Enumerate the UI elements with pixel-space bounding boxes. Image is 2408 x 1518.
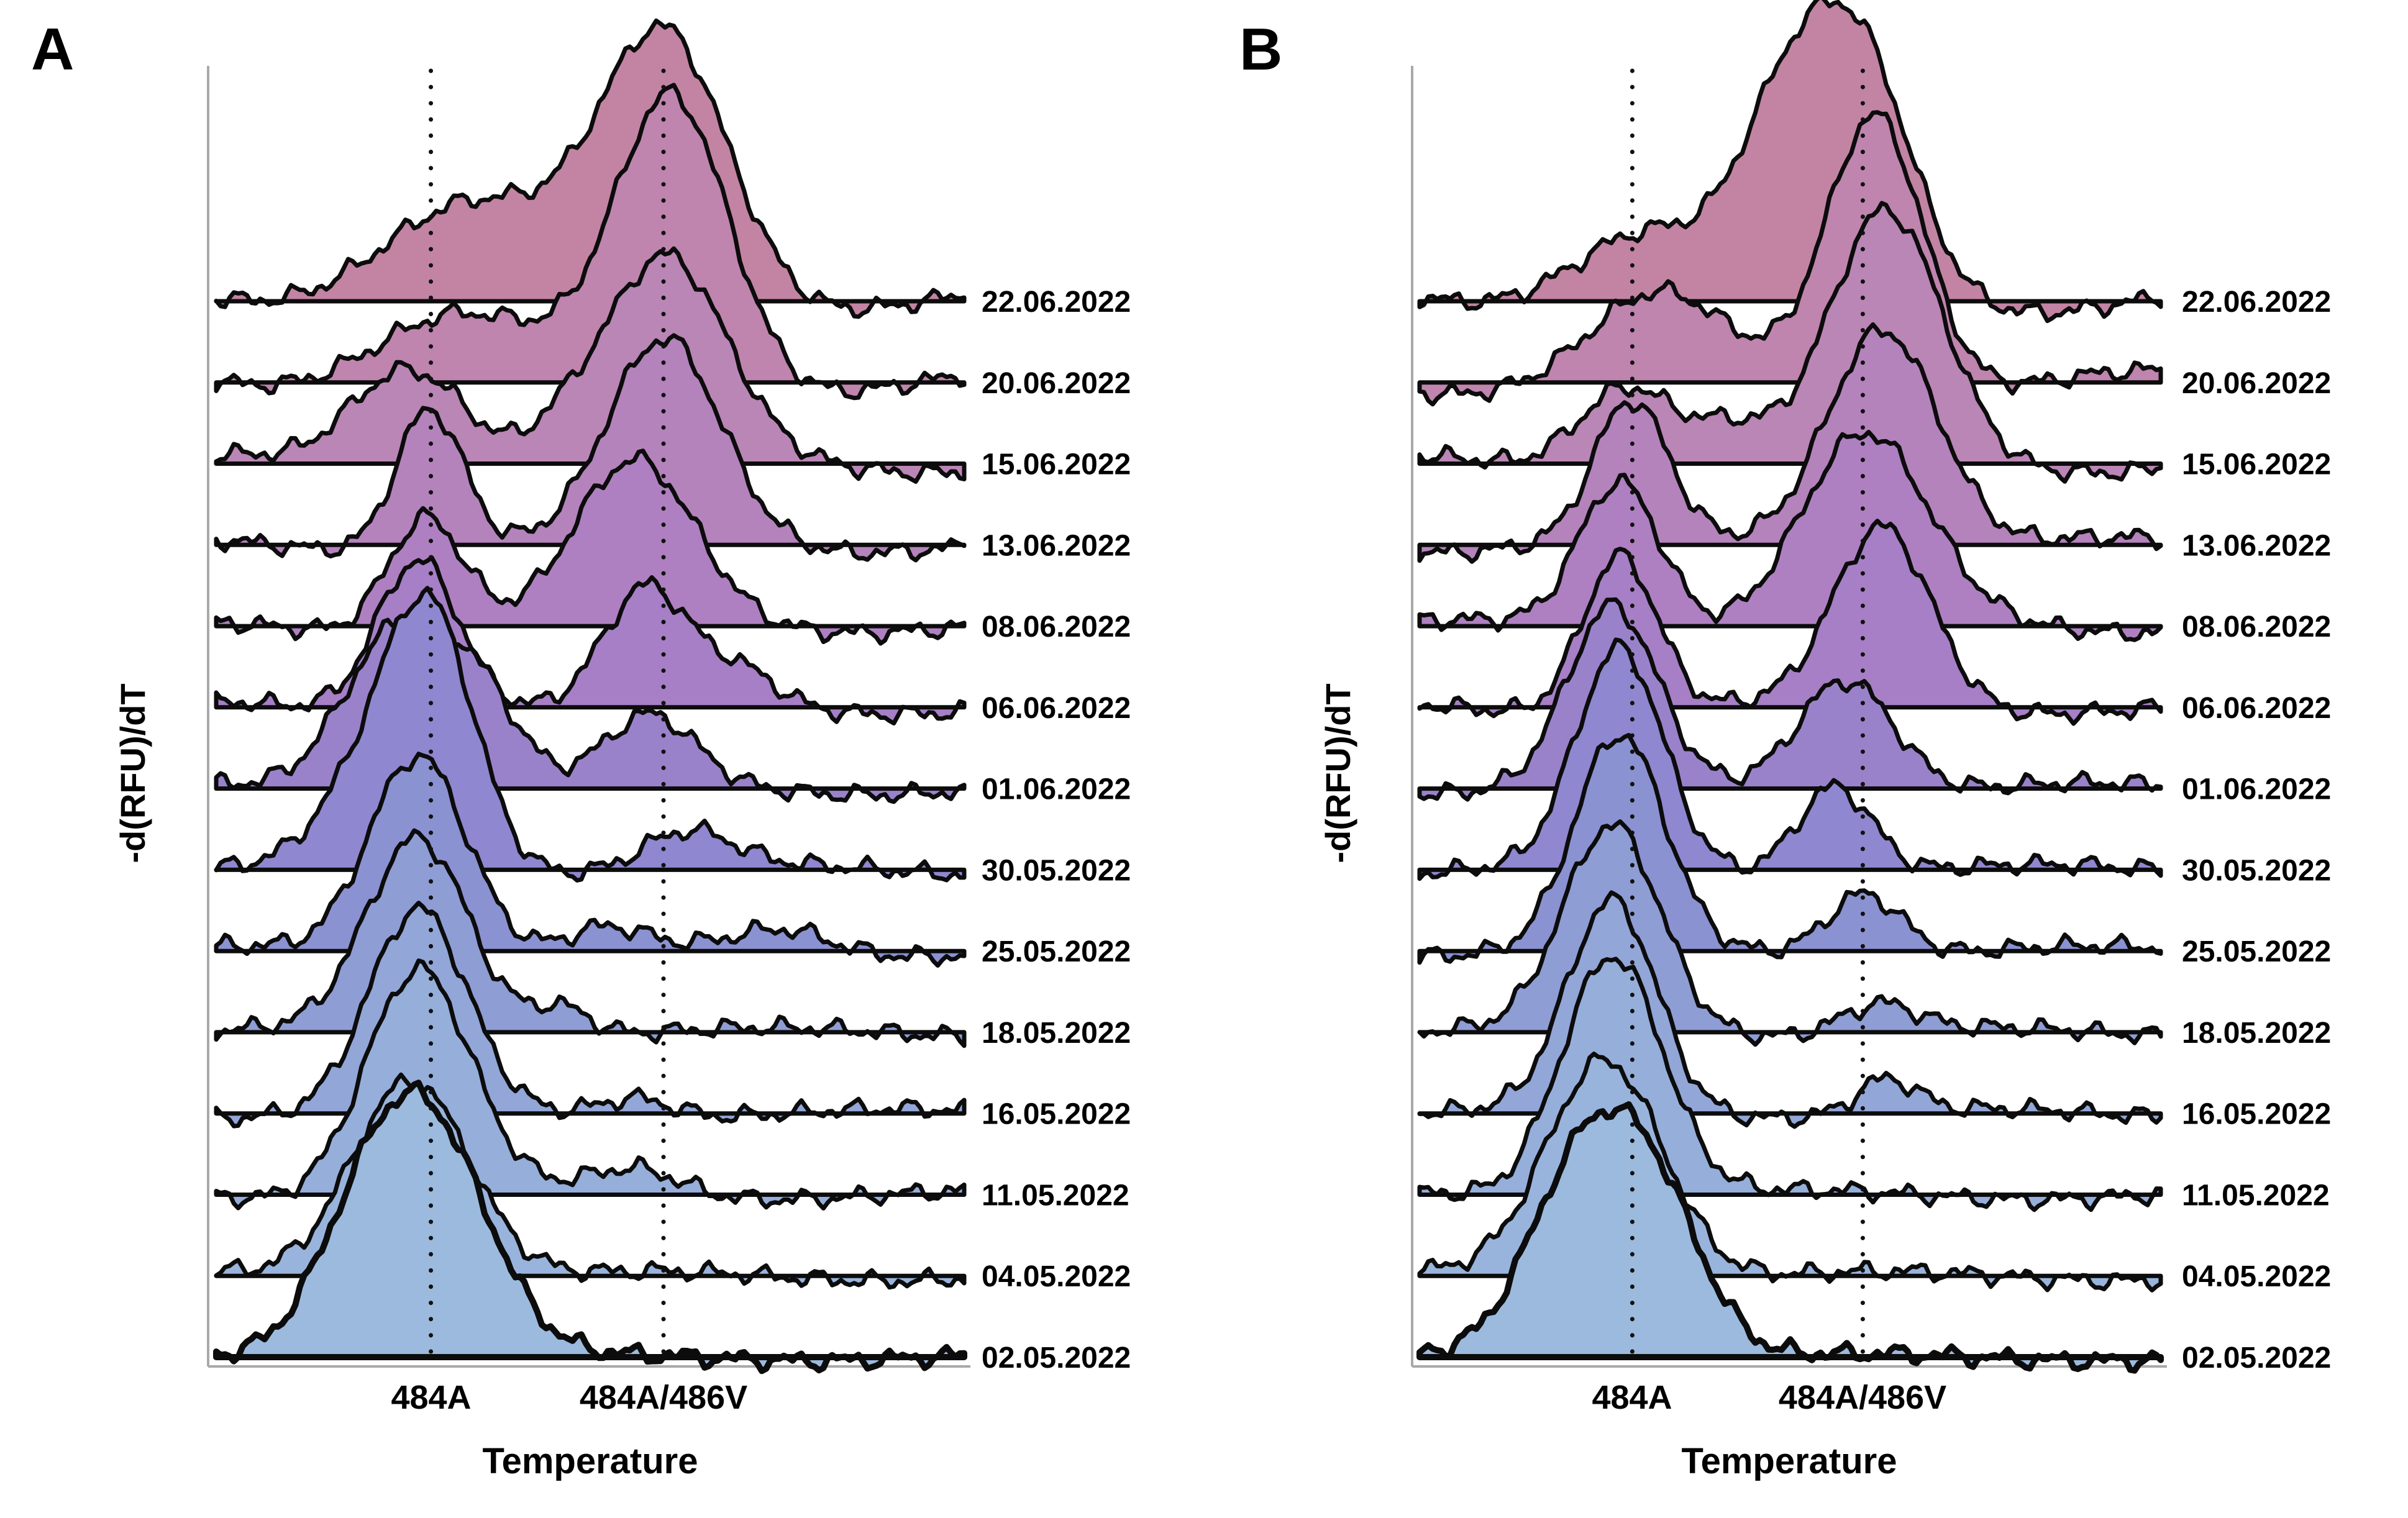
panel-a-x-axis-label: Temperature [482, 1441, 698, 1481]
panel-b-tick-484a-486v: 484A/486V [1779, 1379, 1946, 1416]
ridge-curve-A-02.05.2022 [213, 1079, 967, 1375]
date-label-A-04.05.2022: 04.05.2022 [982, 1260, 1131, 1293]
date-label-B-22.06.2022: 22.06.2022 [2182, 286, 2331, 319]
ridge-curve-A-22.06.2022 [214, 18, 967, 319]
date-label-B-25.05.2022: 25.05.2022 [2182, 935, 2331, 968]
date-label-A-25.05.2022: 25.05.2022 [982, 935, 1131, 968]
date-label-A-20.06.2022: 20.06.2022 [982, 367, 1131, 400]
date-label-B-11.05.2022: 11.05.2022 [2182, 1179, 2330, 1212]
date-label-A-02.05.2022: 02.05.2022 [982, 1342, 1131, 1375]
date-label-B-15.06.2022: 15.06.2022 [2182, 448, 2331, 481]
date-label-A-01.06.2022: 01.06.2022 [982, 773, 1131, 806]
panel-a-tick-484a-486v: 484A/486V [580, 1379, 747, 1416]
date-label-B-20.06.2022: 20.06.2022 [2182, 367, 2331, 400]
date-label-A-16.05.2022: 16.05.2022 [982, 1098, 1131, 1131]
panel-b-x-axis-label: Temperature [1681, 1441, 1897, 1481]
panel-a-tick-484a: 484A [391, 1379, 471, 1416]
marker-lines-group [429, 68, 1865, 1357]
date-label-A-18.05.2022: 18.05.2022 [982, 1017, 1131, 1050]
ridge-curve-B-22.06.2022 [1417, 0, 2163, 324]
panel-b-letter: B [1239, 16, 1282, 83]
date-label-A-11.05.2022: 11.05.2022 [982, 1179, 1129, 1212]
axes-group [207, 66, 2167, 1368]
ridge-curve-B-02.05.2022 [1416, 1101, 2164, 1374]
ridge-curve-B-20.06.2022 [1417, 110, 2163, 407]
panel-b-tick-484a: 484A [1592, 1379, 1672, 1416]
panel-a-ridges [213, 18, 967, 1375]
panel-b-date-labels: 22.06.2022 20.06.2022 15.06.2022 13.06.2022… [2182, 286, 2331, 1375]
date-label-A-06.06.2022: 06.06.2022 [982, 692, 1131, 725]
date-label-B-06.06.2022: 06.06.2022 [2182, 692, 2331, 725]
panel-a-y-axis-label: -d(RFU)/dT [113, 683, 152, 863]
date-label-A-08.06.2022: 08.06.2022 [982, 611, 1131, 643]
date-label-B-16.05.2022: 16.05.2022 [2182, 1098, 2331, 1131]
panel-b-y-axis-label: -d(RFU)/dT [1318, 683, 1357, 863]
date-label-A-30.05.2022: 30.05.2022 [982, 854, 1131, 887]
date-label-B-18.05.2022: 18.05.2022 [2182, 1017, 2331, 1050]
panel-a-letter: A [31, 16, 74, 83]
date-label-B-08.06.2022: 08.06.2022 [2182, 611, 2331, 643]
date-label-A-15.06.2022: 15.06.2022 [982, 448, 1131, 481]
date-label-B-30.05.2022: 30.05.2022 [2182, 854, 2331, 887]
panel-b-ridges [1416, 0, 2164, 1374]
date-label-B-04.05.2022: 04.05.2022 [2182, 1260, 2331, 1293]
ridge-curve-B-15.06.2022 [1417, 201, 2163, 484]
date-label-B-02.05.2022: 02.05.2022 [2182, 1342, 2331, 1375]
date-label-B-01.06.2022: 01.06.2022 [2182, 773, 2331, 806]
panel-a-date-labels: 22.06.2022 20.06.2022 15.06.2022 13.06.2022… [982, 286, 1131, 1375]
date-label-A-13.06.2022: 13.06.2022 [982, 529, 1131, 562]
ridge-curve-A-15.06.2022 [214, 246, 967, 484]
date-label-A-22.06.2022: 22.06.2022 [982, 286, 1131, 319]
ridge-curve-A-13.06.2022 [214, 333, 967, 563]
ridge-curve-A-20.06.2022 [214, 83, 967, 401]
date-label-B-13.06.2022: 13.06.2022 [2182, 529, 2331, 562]
